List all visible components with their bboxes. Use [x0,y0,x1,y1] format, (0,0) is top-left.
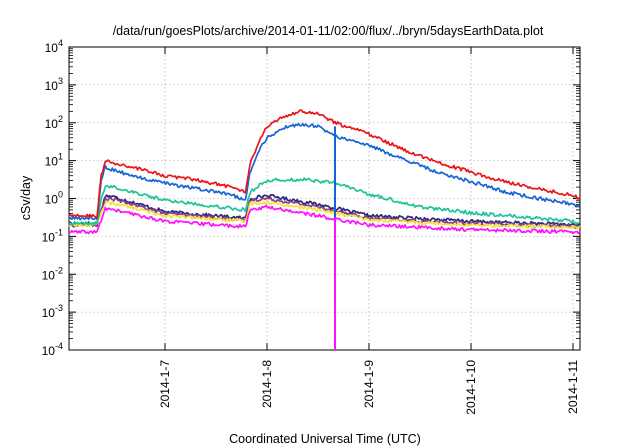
series-line-yellow [68,199,581,230]
series-line-purple [68,196,581,230]
x-axis: 2014-1-7 2014-1-8 2014-1-9 2014-1-10 2014-1-… [158,47,580,415]
y-tick-label: 10-4 [42,341,63,358]
y-tick-label: 100 [45,190,63,207]
series-group [68,109,581,350]
y-tick-label: 104 [45,38,63,55]
y-tick-label: 101 [45,152,63,169]
grid [69,47,580,350]
y-tick-label: 103 [45,76,63,93]
y-tick-label: 102 [45,114,63,131]
x-tick-label: 2014-1-8 [260,360,274,408]
x-tick-label: 2014-1-11 [566,360,580,414]
series-line-blue [68,122,581,221]
y-tick-label: 10-2 [42,265,63,282]
y-axis-label: cSv/day [19,175,33,220]
y-tick-label: 10-1 [42,227,63,244]
series-line-red [68,109,581,219]
y-axis: 104 103 102 101 100 10-1 10-2 10-3 10-4 [42,38,580,358]
y-tick-label: 10-3 [42,303,63,320]
series-line-magenta [68,204,581,235]
x-axis-label: Coordinated Universal Time (UTC) [229,432,421,446]
x-tick-label: 2014-1-7 [158,360,172,408]
series-line-teal [68,177,581,226]
x-tick-label: 2014-1-10 [464,360,478,415]
x-tick-label: 2014-1-9 [362,360,376,408]
chart-title: /data/run/goesPlots/archive/2014-01-11/0… [113,24,544,38]
